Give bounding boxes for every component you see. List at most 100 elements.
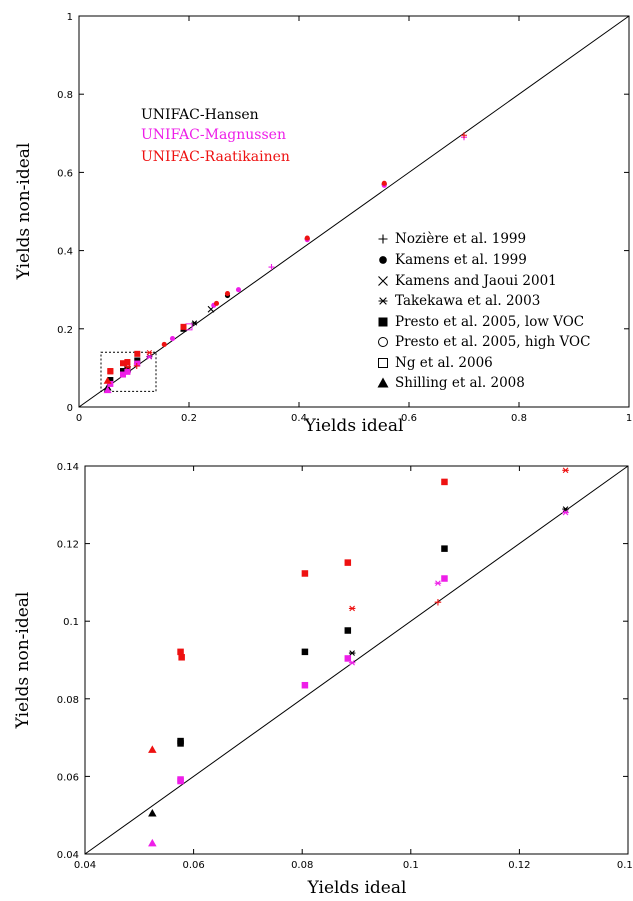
data-point-shape	[161, 341, 167, 347]
data-point	[304, 235, 310, 241]
data-point-shape	[344, 627, 352, 634]
legend-marker-plus	[378, 234, 388, 244]
model-legend: UNIFAC-Hansen UNIFAC-Magnussen UNIFAC-Ra…	[141, 107, 290, 165]
data-point-shape	[235, 287, 242, 293]
data-point-shape	[441, 478, 448, 486]
x-tick-label: 0.2	[181, 413, 197, 424]
plot-frame	[84, 465, 629, 855]
legend-marker-cross-shape	[378, 276, 388, 286]
data-point	[103, 386, 112, 394]
data-point-shape	[169, 336, 176, 342]
data-point-shape	[177, 648, 184, 656]
identity-line	[84, 465, 629, 855]
data-point	[169, 336, 176, 342]
data-point-shape	[107, 380, 114, 387]
x-tick-label: 0	[76, 413, 82, 424]
y-axis-label: Yields non-ideal	[14, 143, 34, 281]
x-tick-label: 0.14	[617, 860, 633, 871]
legend-marker-triangle	[377, 377, 389, 388]
data-point	[161, 341, 167, 347]
data-point-shape	[301, 681, 309, 689]
data-point	[124, 364, 131, 370]
data-point-shape	[344, 559, 352, 566]
data-point	[381, 180, 387, 186]
data-point-shape	[441, 575, 448, 582]
y-tick-label: 0	[67, 403, 73, 414]
data-point-shape	[348, 650, 356, 656]
data-point	[348, 659, 356, 666]
data-points	[84, 465, 629, 855]
data-point	[177, 777, 184, 785]
data-point-shape	[148, 745, 157, 753]
data-point-shape	[148, 838, 157, 847]
data-point-shape	[348, 605, 356, 612]
data-point	[124, 365, 131, 372]
data-point-shape	[120, 371, 126, 378]
data-point-shape	[180, 323, 187, 330]
data-point	[441, 545, 448, 552]
y-tick-label: 1	[67, 12, 73, 23]
x-tick-label: 0.6	[401, 413, 417, 424]
legend-model-magnussen: UNIFAC-Magnussen	[141, 127, 286, 143]
legend-marker-opensquare	[378, 358, 388, 368]
data-point-shape	[177, 777, 184, 785]
scatter-chart-overview: 0 0.2 0.4 0.6 0.8 1 0 0.2 0.4 0.6 0.8 1 Yields idea…	[14, 12, 632, 436]
data-point	[107, 377, 114, 384]
y-tick-label: 0.14	[57, 462, 79, 473]
data-point	[344, 559, 352, 566]
y-tick-label: 0.8	[57, 90, 73, 101]
data-point-shape	[461, 132, 467, 139]
data-point-shape	[434, 580, 442, 587]
data-point	[268, 264, 275, 271]
data-point-shape	[146, 350, 153, 356]
legend-marker-dot-shape	[379, 256, 387, 264]
data-point	[562, 467, 569, 474]
data-point-shape	[124, 359, 131, 366]
x-tick-label: 0.8	[511, 413, 527, 424]
y-tick-label: 0.4	[57, 247, 73, 258]
data-point	[124, 359, 131, 366]
data-point	[301, 681, 309, 689]
data-point	[107, 380, 114, 387]
data-point	[134, 357, 141, 364]
data-point	[441, 478, 448, 486]
data-point-shape	[124, 365, 131, 372]
legend-label-presto-high: Presto et al. 2005, high VOC	[395, 334, 590, 350]
data-point-shape	[434, 598, 442, 606]
data-point	[301, 570, 309, 577]
zoom-region-box	[100, 351, 157, 392]
data-point	[180, 323, 187, 330]
data-point-shape	[344, 655, 352, 662]
data-point-shape	[191, 320, 198, 326]
x-tick-label: 0.08	[291, 860, 313, 871]
data-point	[107, 368, 114, 375]
data-point-shape	[304, 235, 310, 241]
data-point	[348, 650, 356, 656]
x-tick-label: 0.04	[74, 860, 96, 871]
y-tick-label: 0.6	[57, 168, 73, 179]
legend-label-noziere: Nozière et al. 1999	[395, 231, 526, 247]
data-point	[103, 376, 112, 384]
data-point-shape	[301, 648, 309, 656]
data-point	[148, 838, 157, 847]
legend-label-takekawa: Takekawa et al. 2003	[395, 293, 540, 309]
data-point-shape	[134, 357, 141, 364]
data-point-shape	[224, 291, 231, 297]
x-axis-label: Yields ideal	[307, 878, 407, 898]
legend-marker-star	[378, 297, 388, 305]
legend-marker-dot	[379, 256, 387, 264]
data-point-shape	[124, 369, 131, 375]
data-point	[120, 360, 126, 367]
data-points	[78, 15, 630, 408]
legend-label-kamens-jaoui: Kamens and Jaoui 2001	[395, 273, 557, 289]
data-point	[213, 300, 220, 306]
legend-marker-star-shape	[378, 297, 388, 305]
x-axis-label: Yields ideal	[304, 416, 404, 436]
legend-marker-circle-shape	[378, 337, 388, 347]
data-point	[146, 354, 153, 360]
data-point	[434, 580, 442, 587]
x-tick-label: 0.1	[403, 860, 419, 871]
data-point	[301, 648, 309, 656]
legend-label-kamens-1999: Kamens et al. 1999	[395, 252, 527, 268]
data-point	[134, 350, 141, 357]
